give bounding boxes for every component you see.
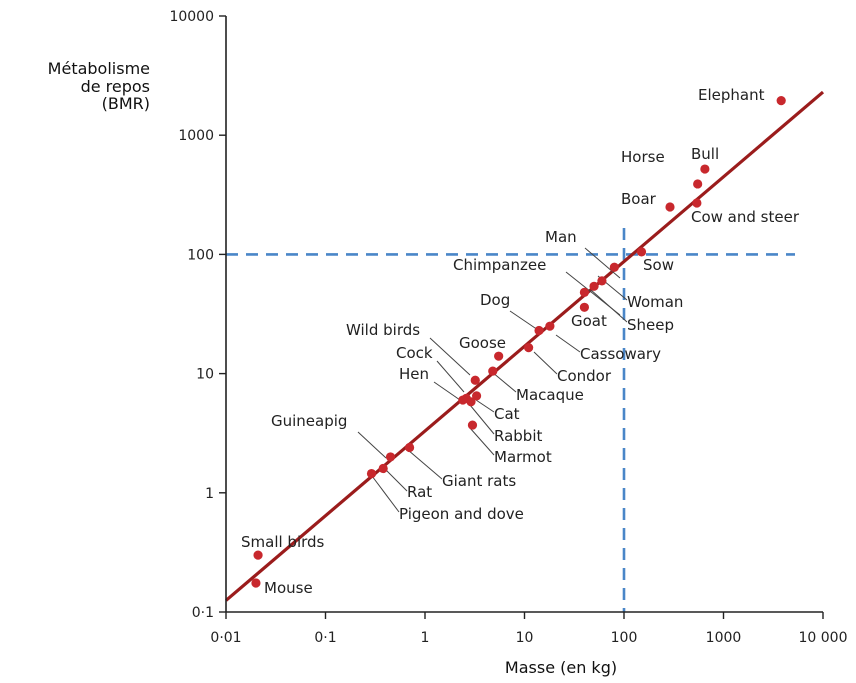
leader-guineapig	[357, 431, 387, 459]
x-axis-title: Masse (en kg)	[505, 658, 617, 677]
label-mouse: Mouse	[264, 579, 313, 597]
leader-rabbit	[469, 404, 495, 435]
label-small-birds: Small birds	[241, 533, 325, 551]
label-giant-rats: Giant rats	[442, 472, 516, 490]
label-rat: Rat	[407, 483, 432, 501]
point-goose	[494, 351, 504, 361]
leader-condor	[533, 351, 558, 375]
label-sow: Sow	[643, 256, 674, 274]
point-cassowary	[545, 321, 555, 331]
label-boar: Boar	[621, 190, 657, 208]
y-tick-label: 1000	[178, 128, 214, 144]
x-tick-label: 100	[611, 630, 638, 646]
label-horse: Horse	[621, 148, 665, 166]
label-cow-and-steer: Cow and steer	[691, 208, 800, 226]
leader-dog	[509, 310, 539, 331]
label-elephant: Elephant	[698, 86, 765, 104]
y-axis-title-line-1: Métabolisme	[48, 59, 150, 78]
label-man: Man	[545, 228, 577, 246]
leader-macaque	[491, 371, 517, 393]
reference-lines	[226, 228, 795, 612]
point-giant-rats	[404, 442, 415, 453]
point-woman	[597, 276, 607, 286]
label-macaque: Macaque	[516, 386, 584, 404]
y-axis-title-line-3: (BMR)	[102, 94, 150, 113]
y-tick-label: 10	[196, 367, 214, 383]
leader-sheep	[590, 289, 628, 323]
y-tick-label: 10000	[169, 9, 214, 25]
leader-wild-birds	[429, 337, 471, 376]
point-hen	[458, 395, 468, 405]
point-guineapig	[385, 452, 396, 462]
point-bull	[700, 164, 710, 174]
leader-cassowary	[555, 334, 581, 353]
x-tick-label: 10 000	[799, 630, 848, 646]
point-rat	[378, 463, 388, 474]
point-chimpanzee	[579, 287, 590, 297]
leader-man	[584, 247, 621, 279]
label-pigeon-and-dove: Pigeon and dove	[399, 505, 524, 523]
point-marmot	[467, 420, 478, 430]
leader-cat	[475, 399, 495, 413]
y-tick-label: 100	[187, 247, 214, 263]
point-macaque	[488, 366, 498, 376]
point-horse	[693, 179, 703, 189]
point-elephant	[776, 96, 786, 106]
label-cock: Cock	[396, 344, 433, 362]
label-bull: Bull	[691, 145, 719, 163]
label-dog: Dog	[480, 291, 510, 309]
leader-hen	[433, 381, 461, 401]
point-dog	[534, 325, 544, 336]
point-labels: Elephant Bull Horse Boar Cow and steer Man Sow…	[241, 86, 800, 597]
label-hen: Hen	[399, 365, 429, 383]
y-axis-title-line-2: de repos	[81, 77, 150, 96]
point-cow-and-steer	[692, 198, 702, 208]
point-sow	[636, 247, 647, 257]
label-woman: Woman	[627, 293, 683, 311]
label-marmot: Marmot	[494, 448, 552, 466]
label-rabbit: Rabbit	[494, 427, 542, 445]
point-wild-birds	[470, 375, 480, 385]
point-pigeon-and-dove	[366, 468, 377, 479]
x-tick-label: 0·1	[314, 630, 336, 646]
point-mouse	[251, 578, 261, 588]
point-condor	[524, 343, 534, 353]
x-tick-label: 1000	[706, 630, 742, 646]
label-goose: Goose	[459, 334, 506, 352]
label-goat: Goat	[571, 312, 607, 330]
label-cat: Cat	[494, 405, 520, 423]
leader-rat	[385, 469, 408, 492]
label-guineapig: Guineapig	[271, 412, 347, 430]
leader-pigeon-and-dove	[371, 475, 400, 513]
x-tick-label: 10	[516, 630, 534, 646]
x-tick-label: 1	[421, 630, 430, 646]
y-tick-label: 0·1	[192, 605, 214, 621]
leader-giant-rats	[407, 449, 443, 480]
label-sheep: Sheep	[627, 316, 674, 334]
point-cat	[471, 391, 482, 401]
point-goat	[579, 302, 590, 312]
leader-lines	[357, 247, 628, 513]
x-tick-label: 0·01	[210, 630, 241, 646]
point-man	[609, 262, 619, 272]
leader-marmot	[469, 427, 495, 456]
point-boar	[665, 202, 675, 212]
label-cassowary: Cassowary	[580, 345, 661, 363]
axes: 0·01 0·1 1 10 100 1000 10 000 0·1 1 10 100 1000 1000…	[169, 9, 847, 646]
point-rabbit	[466, 397, 476, 407]
data-points	[251, 96, 786, 588]
leader-cock	[436, 360, 465, 393]
point-small-birds	[253, 550, 263, 560]
label-chimpanzee: Chimpanzee	[453, 256, 546, 274]
point-sheep	[589, 281, 599, 291]
y-tick-label: 1	[205, 486, 214, 502]
label-wild-birds: Wild birds	[346, 321, 420, 339]
label-condor: Condor	[557, 367, 612, 385]
